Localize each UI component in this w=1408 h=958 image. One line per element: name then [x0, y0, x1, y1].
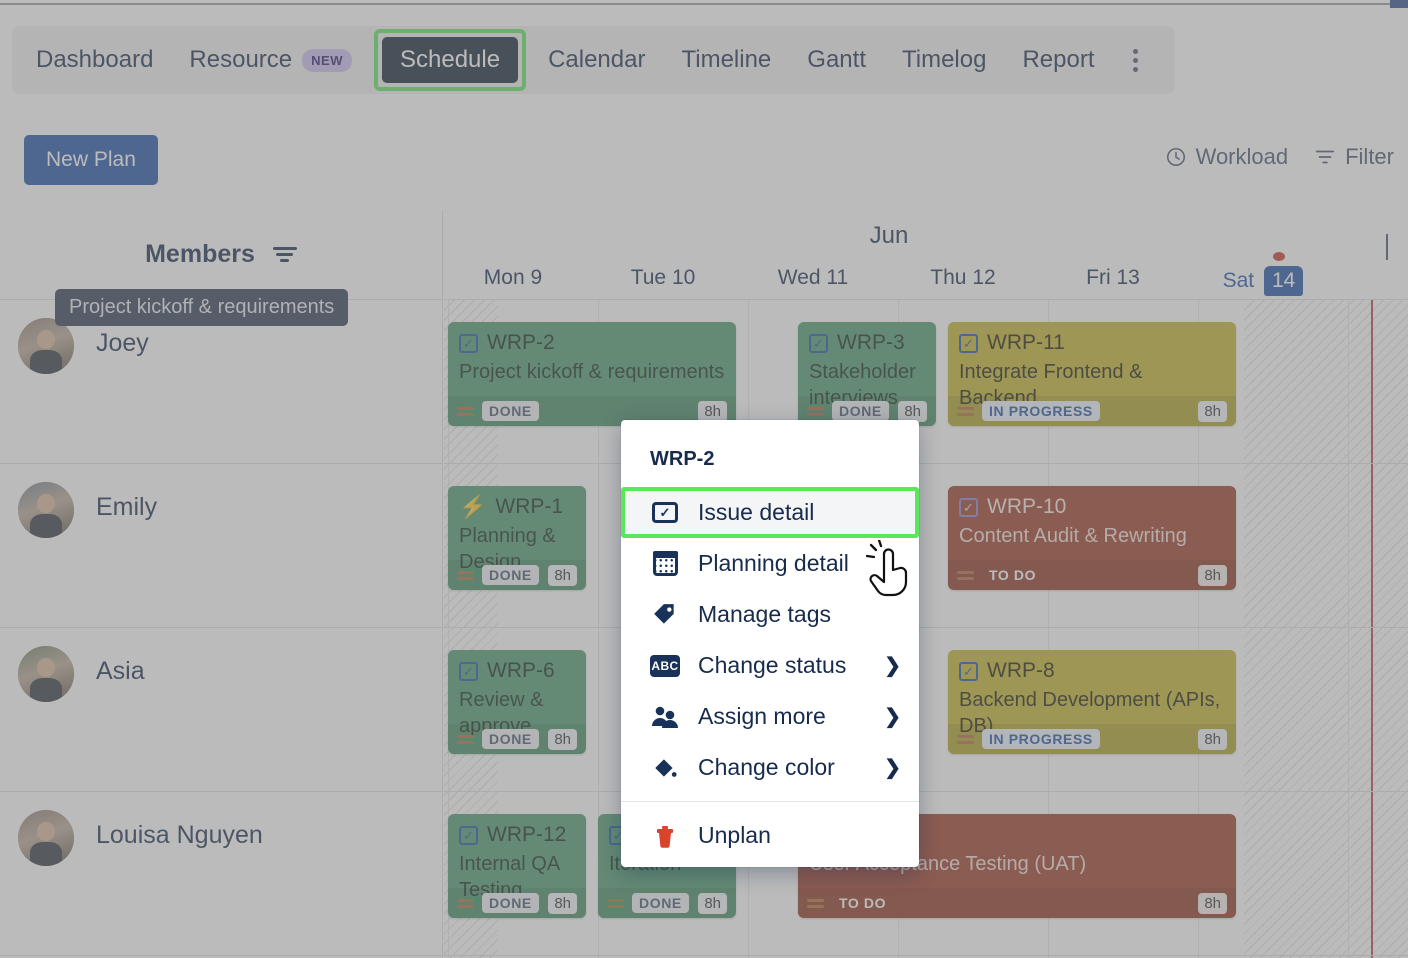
trash-icon: [657, 825, 673, 848]
issue-detail-icon: ✓: [652, 502, 678, 523]
people-icon: [652, 706, 678, 728]
menu-item-icon: [650, 823, 680, 849]
menu-item-icon: ✓: [650, 502, 680, 523]
context-menu-item-issue-detail[interactable]: ✓ Issue detail: [621, 487, 919, 538]
context-menu-item-assign-more[interactable]: Assign more ❯: [621, 691, 919, 742]
context-menu-item-manage-tags[interactable]: Manage tags: [621, 589, 919, 640]
context-menu-separator: [621, 801, 919, 802]
menu-item-icon: [650, 755, 680, 781]
menu-item-icon: [650, 602, 680, 628]
menu-item-icon: [650, 705, 680, 729]
context-menu-item-change-color[interactable]: Change color ❯: [621, 742, 919, 793]
paint-bucket-icon: [655, 758, 677, 777]
menu-item-label: Unplan: [698, 822, 771, 848]
menu-item-icon: ABC: [650, 654, 680, 677]
click-hand-cursor: [865, 540, 908, 597]
abc-status-icon: ABC: [650, 654, 680, 677]
menu-item-label: Planning detail: [698, 550, 849, 576]
chevron-right-icon: ❯: [884, 706, 901, 728]
menu-item-label: Change status: [698, 652, 847, 678]
chevron-right-icon: ❯: [884, 757, 901, 779]
menu-item-label: Change color: [698, 754, 835, 780]
menu-item-icon: [650, 551, 680, 576]
calendar-icon: [652, 551, 678, 576]
menu-item-label: Assign more: [698, 703, 826, 729]
menu-item-label: Manage tags: [698, 601, 831, 627]
menu-item-label: Issue detail: [698, 499, 815, 525]
task-context-menu: WRP-2 ✓ Issue detail Planning detail Manage…: [621, 420, 919, 867]
context-menu-item-unplan[interactable]: Unplan: [621, 810, 919, 861]
context-menu-item-change-status[interactable]: ABC Change status ❯: [621, 640, 919, 691]
context-menu-title: WRP-2: [650, 448, 715, 470]
chevron-right-icon: ❯: [884, 655, 901, 677]
tag-icon: [654, 603, 674, 624]
context-menu-item-planning-detail[interactable]: Planning detail: [621, 538, 919, 589]
